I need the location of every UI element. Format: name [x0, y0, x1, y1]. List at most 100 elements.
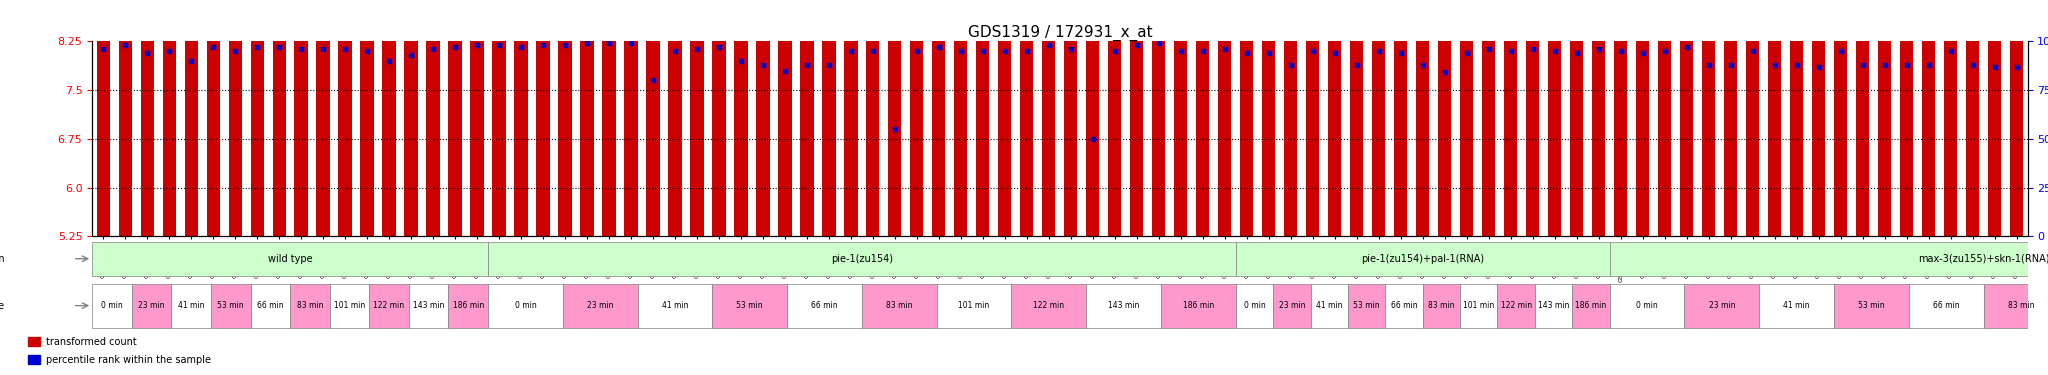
Text: pie-1(zu154): pie-1(zu154) — [831, 254, 893, 264]
Point — [154, 48, 186, 54]
Text: 23 min: 23 min — [588, 301, 614, 310]
FancyBboxPatch shape — [291, 284, 330, 328]
Point — [1450, 50, 1483, 56]
Text: 101 min: 101 min — [334, 301, 365, 310]
Bar — [1989, 0, 2001, 236]
Bar — [119, 0, 131, 236]
Point — [879, 126, 911, 132]
Text: 0 min: 0 min — [1636, 301, 1659, 310]
Bar — [580, 0, 594, 236]
FancyBboxPatch shape — [1759, 284, 1835, 328]
Point — [373, 58, 406, 64]
Bar — [492, 0, 506, 236]
Point — [1186, 48, 1219, 54]
FancyBboxPatch shape — [172, 284, 211, 328]
Text: 122 min: 122 min — [1501, 301, 1532, 310]
Bar — [426, 0, 440, 236]
FancyBboxPatch shape — [1534, 284, 1573, 328]
Point — [1495, 48, 1528, 54]
Text: 66 min: 66 min — [1933, 301, 1960, 310]
Bar — [1901, 0, 1913, 236]
Point — [1802, 64, 1835, 70]
Bar — [909, 0, 924, 236]
Text: 0 min: 0 min — [100, 301, 123, 310]
Point — [526, 42, 559, 48]
Bar — [1835, 0, 1847, 236]
Point — [1384, 50, 1417, 56]
Bar — [207, 0, 219, 236]
Bar — [1944, 0, 1958, 236]
Bar — [295, 0, 307, 236]
Bar — [250, 0, 264, 236]
Text: 101 min: 101 min — [958, 301, 989, 310]
Point — [131, 50, 164, 56]
Point — [834, 48, 866, 54]
Bar — [317, 0, 330, 236]
Point — [813, 62, 846, 68]
FancyBboxPatch shape — [1311, 284, 1348, 328]
Point — [328, 46, 360, 52]
Bar — [1659, 0, 1671, 236]
FancyBboxPatch shape — [786, 284, 862, 328]
Point — [1692, 62, 1724, 68]
Text: transformed count: transformed count — [45, 337, 137, 347]
Point — [637, 77, 670, 83]
Bar — [338, 0, 352, 236]
Text: 0 min: 0 min — [1243, 301, 1266, 310]
FancyBboxPatch shape — [1085, 284, 1161, 328]
Point — [1780, 62, 1812, 68]
Bar — [1483, 0, 1495, 236]
Point — [1077, 136, 1110, 142]
Point — [350, 48, 383, 54]
Bar — [1679, 0, 1694, 236]
FancyBboxPatch shape — [410, 284, 449, 328]
Bar — [1438, 0, 1452, 236]
FancyBboxPatch shape — [1573, 284, 1610, 328]
Point — [1649, 48, 1681, 54]
FancyBboxPatch shape — [1610, 284, 1683, 328]
Bar — [1790, 0, 1802, 236]
Point — [856, 48, 889, 54]
Bar — [625, 0, 637, 236]
Point — [86, 46, 119, 52]
Point — [1626, 50, 1659, 56]
Bar — [383, 0, 395, 236]
Point — [109, 42, 141, 48]
Text: max-3(zu155)+skn-1(RNA): max-3(zu155)+skn-1(RNA) — [1917, 254, 2048, 264]
Point — [483, 42, 516, 48]
Point — [1759, 62, 1792, 68]
Point — [1956, 62, 1989, 68]
Point — [967, 48, 999, 54]
Text: 122 min: 122 min — [1034, 301, 1065, 310]
Bar — [537, 0, 549, 236]
Point — [285, 46, 317, 52]
Bar — [1812, 0, 1825, 236]
Point — [1913, 62, 1946, 68]
Bar — [1329, 0, 1341, 236]
Bar — [2009, 0, 2023, 236]
Point — [571, 40, 604, 46]
Text: 186 min: 186 min — [1575, 301, 1606, 310]
Point — [219, 48, 252, 54]
Point — [1714, 62, 1747, 68]
Point — [725, 58, 758, 64]
Point — [614, 40, 647, 46]
Bar — [690, 0, 705, 236]
Bar — [1196, 0, 1210, 236]
Text: 41 min: 41 min — [178, 301, 205, 310]
FancyBboxPatch shape — [563, 284, 637, 328]
Point — [262, 44, 295, 50]
Text: 23 min: 23 min — [139, 301, 164, 310]
Point — [1890, 62, 1923, 68]
Text: 53 min: 53 min — [1354, 301, 1380, 310]
Text: 53 min: 53 min — [737, 301, 764, 310]
FancyBboxPatch shape — [487, 284, 563, 328]
FancyBboxPatch shape — [713, 284, 786, 328]
Text: 66 min: 66 min — [1391, 301, 1417, 310]
FancyBboxPatch shape — [1274, 284, 1311, 328]
Bar — [1526, 0, 1540, 236]
Point — [1319, 50, 1352, 56]
Point — [1274, 62, 1307, 68]
Point — [416, 46, 449, 52]
Bar — [1174, 0, 1188, 236]
